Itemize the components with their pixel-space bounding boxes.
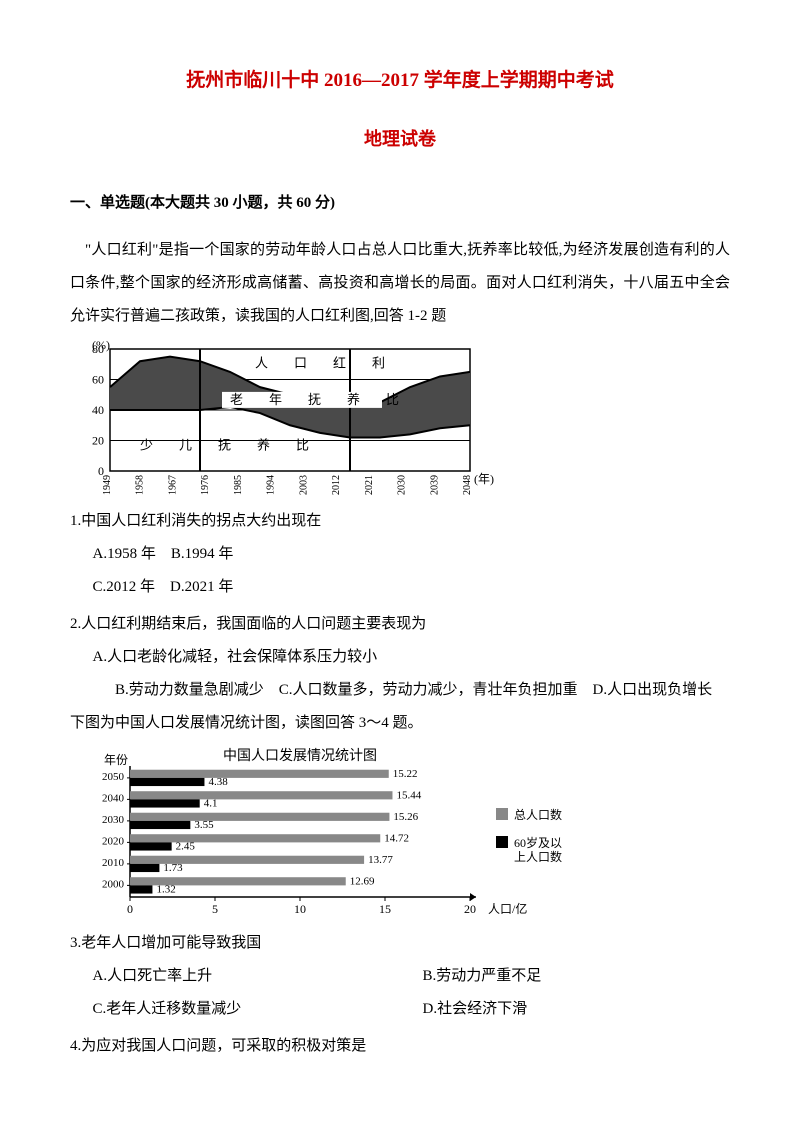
- question-1-stem: 1.中国人口红利消失的拐点大约出现在: [70, 505, 730, 538]
- svg-text:1958: 1958: [135, 475, 146, 495]
- svg-text:2040: 2040: [102, 793, 125, 805]
- svg-text:2012: 2012: [331, 475, 342, 495]
- svg-text:上人口数: 上人口数: [514, 849, 562, 864]
- svg-text:2048: 2048: [462, 475, 473, 495]
- svg-text:15.22: 15.22: [393, 768, 418, 780]
- svg-text:1949: 1949: [102, 475, 113, 495]
- svg-text:4.1: 4.1: [204, 798, 218, 810]
- intro-paragraph-1: "人口红利"是指一个国家的劳动年龄人口占总人口比重大,抚养率比较低,为经济发展创…: [70, 234, 730, 333]
- svg-text:2003: 2003: [298, 475, 309, 495]
- svg-text:15.26: 15.26: [393, 811, 418, 823]
- svg-text:14.72: 14.72: [384, 833, 409, 845]
- chart-1-container: 020406080(%)1949195819671976198519942003…: [70, 339, 730, 499]
- question-1-options-cd: C.2012 年 D.2021 年: [93, 571, 731, 604]
- question-3-option-b: B.劳动力严重不足: [423, 960, 542, 993]
- title-sub: 地理试卷: [70, 120, 730, 160]
- svg-text:15: 15: [379, 902, 391, 916]
- svg-text:(年): (年): [474, 472, 494, 486]
- svg-text:2050: 2050: [102, 771, 125, 783]
- chart-2: 中国人口发展情况统计图 年份 0 5 10 15 20 人口/亿 15.22 4.38 2050 15…: [70, 746, 600, 921]
- svg-text:2020: 2020: [102, 836, 125, 848]
- svg-text:少 儿 抚 养 比: 少 儿 抚 养 比: [140, 438, 309, 453]
- svg-text:15.44: 15.44: [396, 790, 421, 802]
- svg-text:1.73: 1.73: [163, 862, 183, 874]
- svg-text:2021: 2021: [364, 475, 375, 495]
- svg-text:2010: 2010: [102, 857, 125, 869]
- svg-text:20: 20: [464, 902, 476, 916]
- chart-2-container: 中国人口发展情况统计图 年份 0 5 10 15 20 人口/亿 15.22 4.38 2050 15…: [70, 746, 730, 921]
- svg-text:10: 10: [294, 902, 306, 916]
- chart-1: 020406080(%)1949195819671976198519942003…: [70, 339, 500, 499]
- svg-text:20: 20: [92, 434, 104, 448]
- svg-text:12.69: 12.69: [350, 876, 375, 888]
- svg-text:3.55: 3.55: [194, 819, 214, 831]
- intro-paragraph-2: 下图为中国人口发展情况统计图，读图回答 3～4 题。: [70, 707, 730, 740]
- section-header: 一、单选题(本大题共 30 小题，共 60 分): [70, 187, 730, 220]
- svg-text:总人口数: 总人口数: [514, 807, 562, 822]
- svg-text:人口/亿: 人口/亿: [488, 901, 527, 916]
- svg-text:2039: 2039: [429, 475, 440, 495]
- svg-text:60岁及以: 60岁及以: [514, 835, 562, 850]
- question-2-option-a: A.人口老龄化减轻，社会保障体系压力较小: [93, 641, 731, 674]
- svg-text:1967: 1967: [167, 475, 178, 495]
- svg-text:5: 5: [212, 902, 218, 916]
- title-main: 抚州市临川十中 2016—2017 学年度上学期期中考试: [70, 60, 730, 102]
- svg-text:60: 60: [92, 373, 104, 387]
- question-3-option-c: C.老年人迁移数量减少: [93, 993, 423, 1026]
- question-2-stem: 2.人口红利期结束后，我国面临的人口问题主要表现为: [70, 608, 730, 641]
- svg-text:人 口 红 利: 人 口 红 利: [255, 356, 385, 371]
- svg-text:2.45: 2.45: [176, 841, 196, 853]
- svg-text:1.32: 1.32: [156, 884, 175, 896]
- question-4-stem: 4.为应对我国人口问题，可采取的积极对策是: [70, 1030, 730, 1063]
- svg-text:老 年 抚 养 比: 老 年 抚 养 比: [230, 392, 399, 407]
- question-3-stem: 3.老年人口增加可能导致我国: [70, 927, 730, 960]
- svg-text:2000: 2000: [102, 879, 125, 891]
- svg-text:(%): (%): [92, 339, 110, 352]
- svg-text:1976: 1976: [200, 475, 211, 495]
- question-3-option-a: A.人口死亡率上升: [93, 960, 423, 993]
- svg-text:40: 40: [92, 403, 104, 417]
- svg-text:1994: 1994: [266, 475, 277, 495]
- question-2-options-bcd: B.劳动力数量急剧减少 C.人口数量多，劳动力减少，青壮年负担加重 D.人口出现…: [100, 674, 730, 707]
- svg-text:中国人口发展情况统计图: 中国人口发展情况统计图: [223, 748, 377, 764]
- svg-text:2030: 2030: [102, 814, 125, 826]
- svg-text:4.38: 4.38: [208, 776, 228, 788]
- svg-text:1985: 1985: [233, 475, 244, 495]
- svg-text:2030: 2030: [397, 475, 408, 495]
- question-3-option-d: D.社会经济下滑: [423, 993, 528, 1026]
- svg-text:0: 0: [127, 902, 133, 916]
- question-1-options-ab: A.1958 年 B.1994 年: [93, 538, 731, 571]
- svg-text:13.77: 13.77: [368, 854, 393, 866]
- svg-text:年份: 年份: [104, 753, 128, 767]
